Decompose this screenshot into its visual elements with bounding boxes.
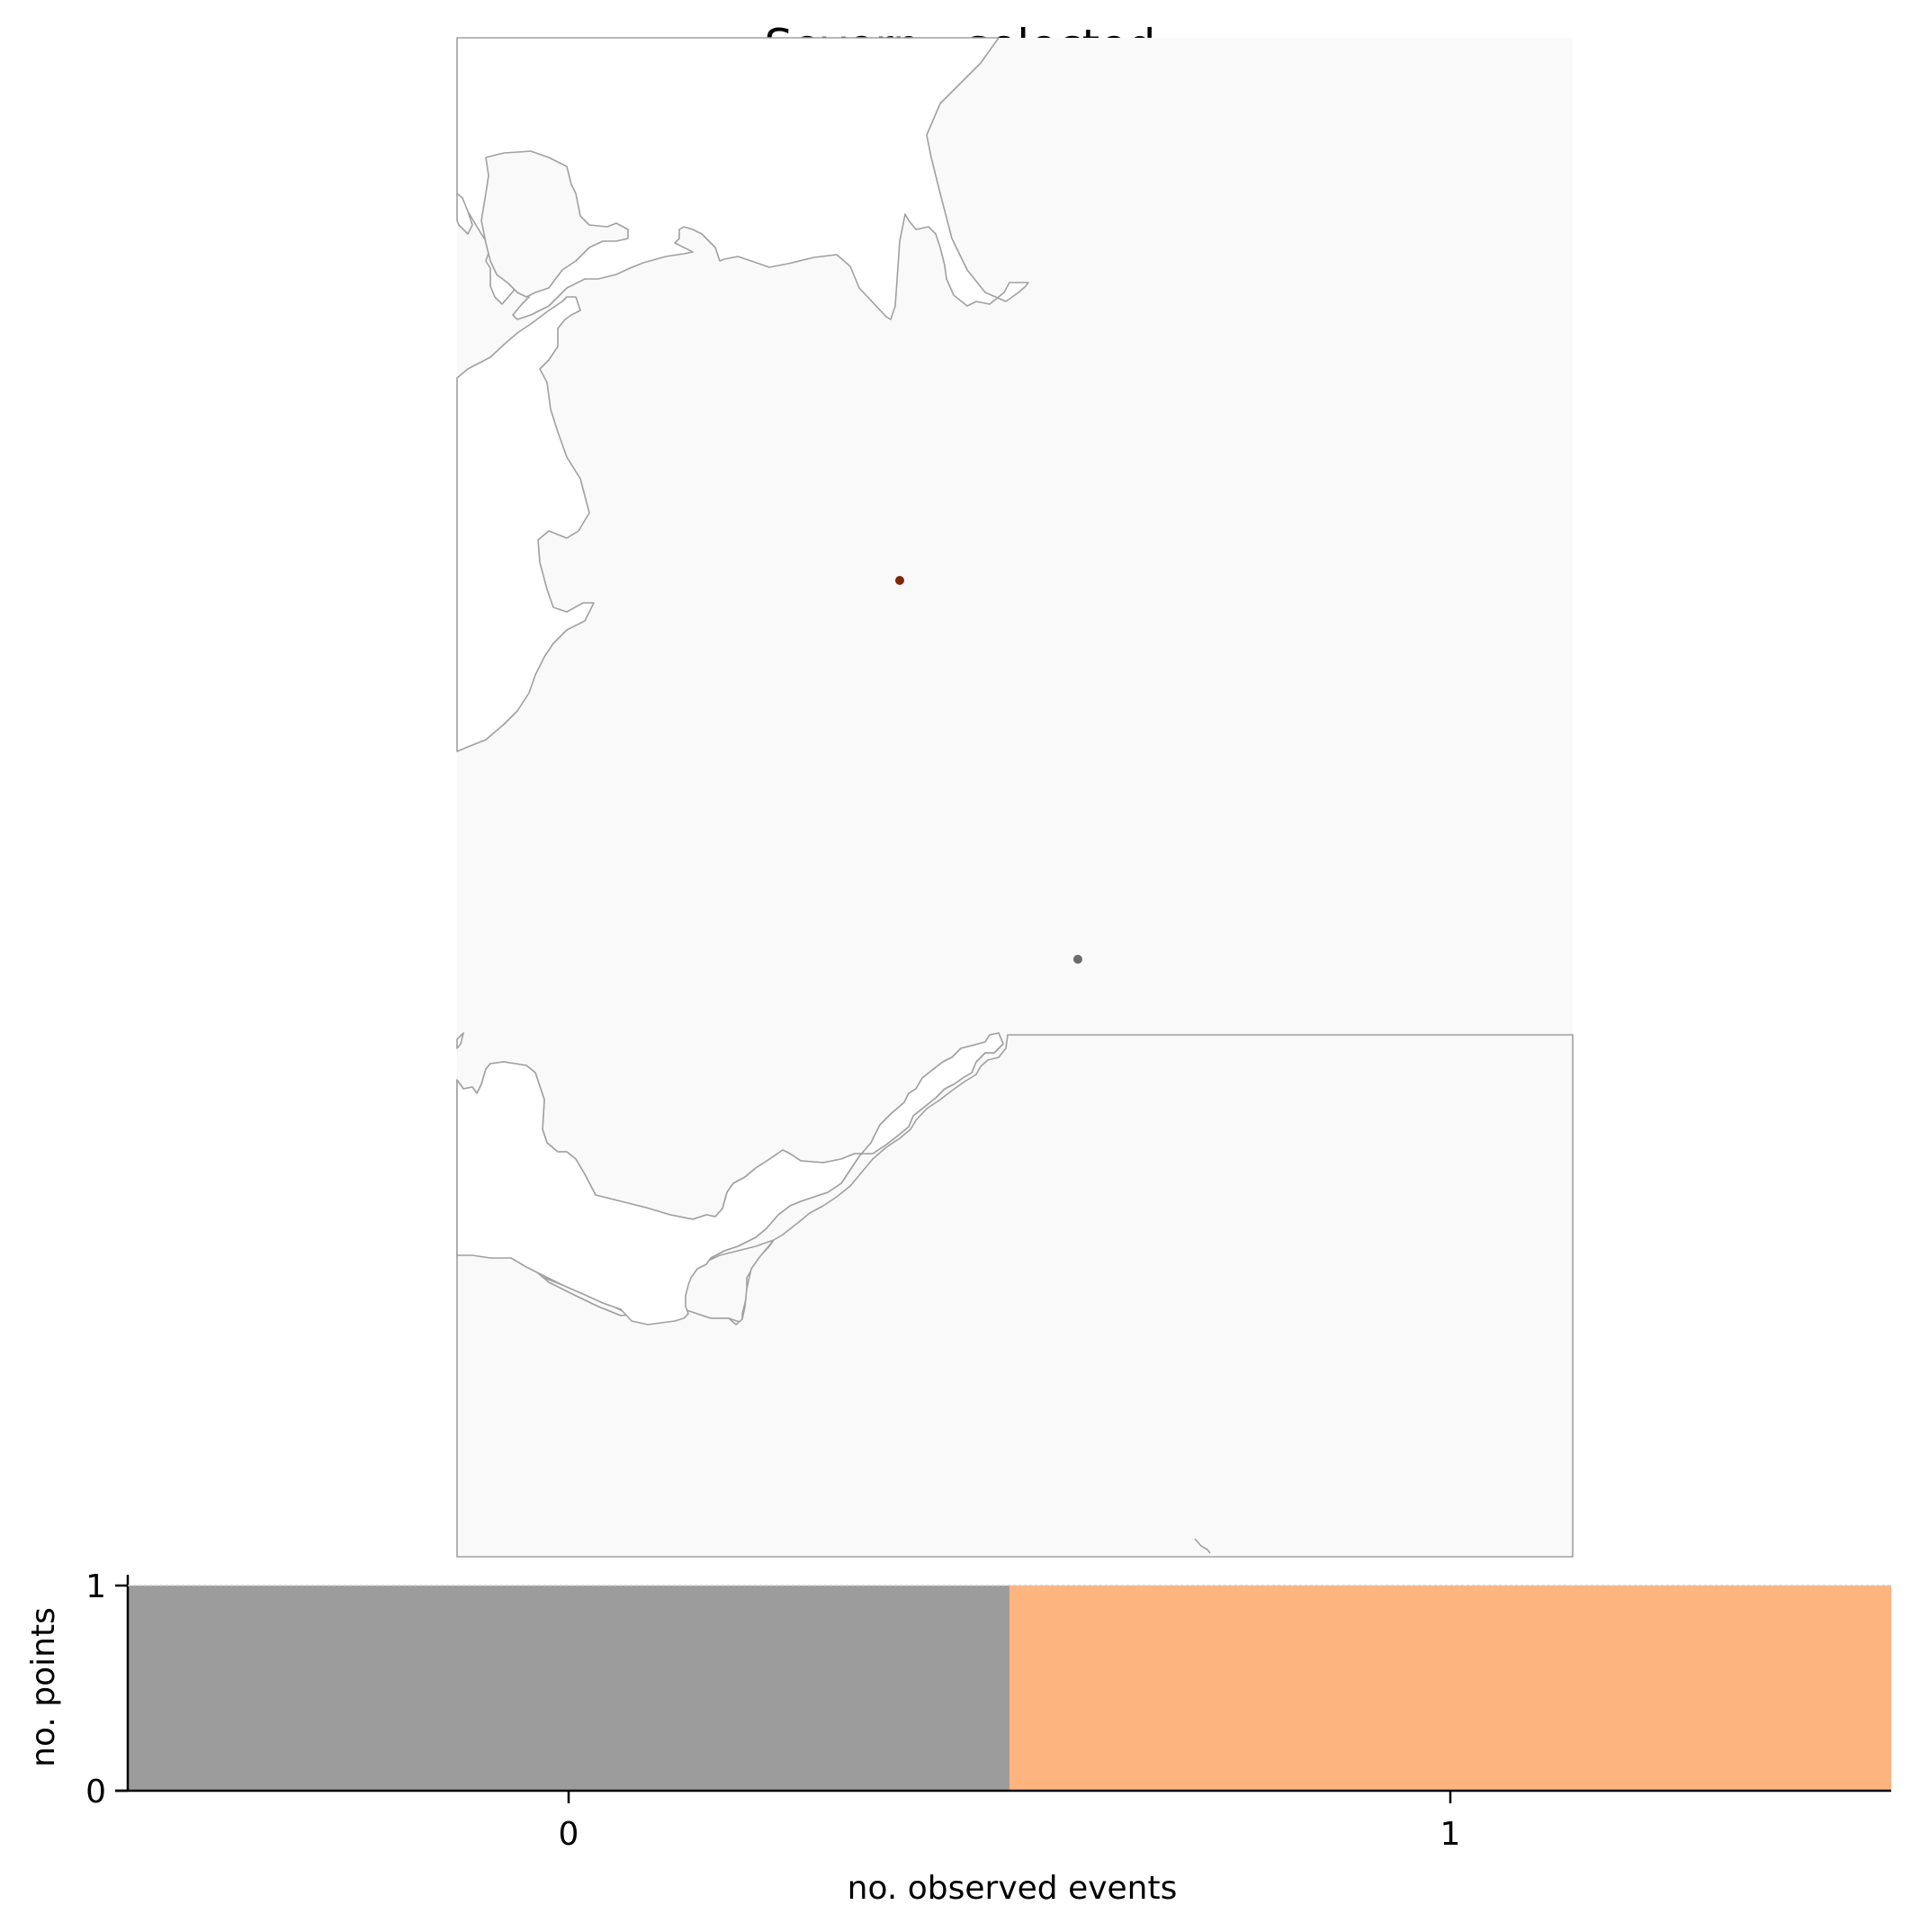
x-tick-label-1: 1 xyxy=(1440,1816,1461,1853)
sea-bristol-channel xyxy=(456,1032,1004,1325)
bar-0 xyxy=(128,1586,1009,1791)
y-tick-label-0: 0 xyxy=(85,1774,106,1811)
coastline-west-sea-north xyxy=(456,193,473,235)
x-tick-label-0: 0 xyxy=(559,1816,579,1853)
coastline-pembroke xyxy=(456,1032,464,1049)
y-tick-label-1: 1 xyxy=(85,1568,106,1605)
other-station-point xyxy=(1073,955,1082,964)
coastline-anglesey xyxy=(480,150,629,298)
coastlines xyxy=(456,37,1574,1558)
coastline-english-channel xyxy=(456,1034,1574,1558)
histogram: 0 1 0 1 xyxy=(85,1568,1891,1853)
coastline-south-tick xyxy=(1194,1538,1211,1554)
bar-1 xyxy=(1009,1586,1891,1791)
map-panel xyxy=(456,37,1574,1558)
y-axis-label: no. points xyxy=(25,1607,62,1767)
x-axis-label: no. observed events xyxy=(848,1870,1178,1907)
coastline-cardigan-bay xyxy=(456,296,595,752)
selected-station-point xyxy=(895,576,904,585)
